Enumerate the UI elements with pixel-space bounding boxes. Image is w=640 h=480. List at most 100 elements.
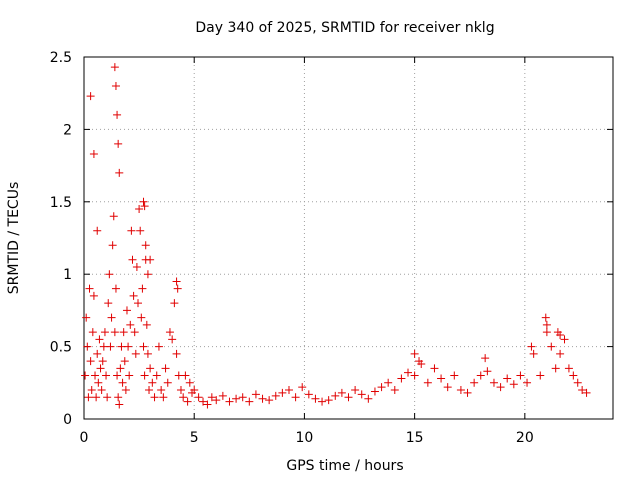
data-point: [165, 328, 174, 337]
data-point: [89, 291, 98, 300]
data-point: [142, 320, 151, 329]
data-point: [351, 386, 360, 395]
data-point: [456, 386, 465, 395]
data-point: [154, 342, 163, 351]
data-point: [114, 139, 123, 148]
data-point: [225, 397, 234, 406]
data-point: [100, 328, 109, 337]
data-point: [542, 320, 551, 329]
data-point: [370, 387, 379, 396]
data-point: [516, 371, 525, 380]
data-point: [170, 299, 179, 308]
data-point: [397, 374, 406, 383]
x-axis-ticks: 0 5 10 15 20: [80, 57, 534, 446]
data-point: [176, 386, 185, 395]
data-point: [82, 313, 91, 322]
data-point: [212, 396, 221, 405]
data-point: [489, 378, 498, 387]
data-point: [364, 394, 373, 403]
data-point: [278, 388, 287, 397]
data-point: [119, 328, 128, 337]
data-point: [95, 335, 104, 344]
data-point: [143, 270, 152, 279]
data-point: [111, 81, 120, 90]
y-tick-label: 2: [63, 122, 72, 138]
data-point: [168, 335, 177, 344]
data-point: [404, 368, 413, 377]
data-point: [291, 393, 300, 402]
data-point: [114, 393, 123, 402]
data-point: [83, 342, 92, 351]
data-point: [102, 371, 111, 380]
data-point: [181, 371, 190, 380]
data-point: [529, 349, 538, 358]
data-point: [284, 386, 293, 395]
data-point: [96, 364, 105, 373]
data-point: [122, 306, 131, 315]
data-point: [132, 262, 141, 271]
data-point: [93, 226, 102, 235]
data-point: [503, 374, 512, 383]
data-point: [139, 197, 148, 206]
data-point: [120, 357, 129, 366]
data-point: [126, 320, 135, 329]
y-axis-ticks: 0 0.5 1 1.5 2 2.5: [50, 50, 613, 428]
data-point: [89, 150, 98, 159]
data-point: [131, 349, 140, 358]
data-point: [423, 378, 432, 387]
data-point: [88, 328, 97, 337]
data-point: [582, 388, 591, 397]
data-point: [476, 371, 485, 380]
x-tick-label: 0: [80, 430, 89, 446]
y-tick-label: 0: [63, 412, 72, 428]
data-point: [93, 349, 102, 358]
x-axis-label: GPS time / hours: [286, 458, 403, 474]
data-point: [157, 386, 166, 395]
data-point: [150, 393, 159, 402]
data-point: [410, 371, 419, 380]
data-point: [81, 371, 90, 380]
y-tick-label: 2.5: [50, 50, 72, 66]
data-point: [450, 371, 459, 380]
data-point: [377, 383, 386, 392]
data-point: [218, 391, 227, 400]
data-point: [199, 397, 208, 406]
data-point: [509, 380, 518, 389]
data-point: [110, 328, 119, 337]
data-point: [547, 342, 556, 351]
data-point: [523, 378, 532, 387]
data-point: [410, 349, 419, 358]
data-point: [125, 371, 134, 380]
data-point: [430, 364, 439, 373]
data-point: [232, 394, 241, 403]
data-point: [121, 386, 130, 395]
data-point: [390, 386, 399, 395]
data-point: [152, 371, 161, 380]
data-point: [331, 391, 340, 400]
data-point: [145, 386, 154, 395]
data-point: [443, 383, 452, 392]
data-point: [337, 388, 346, 397]
data-point: [92, 393, 101, 402]
data-point: [106, 342, 115, 351]
x-tick-label: 15: [406, 430, 424, 446]
data-point: [129, 291, 138, 300]
data-point: [271, 391, 280, 400]
data-point: [109, 212, 118, 221]
data-point: [86, 357, 95, 366]
data-point: [481, 354, 490, 363]
data-point: [94, 378, 103, 387]
data-point: [98, 357, 107, 366]
data-point: [148, 378, 157, 387]
data-point: [130, 328, 139, 337]
data-point: [245, 397, 254, 406]
data-point: [556, 349, 565, 358]
plot-frame: [83, 56, 614, 420]
data-point: [357, 390, 366, 399]
data-point: [573, 378, 582, 387]
data-point: [143, 349, 152, 358]
data-point: [344, 393, 353, 402]
x-tick-label: 20: [516, 430, 534, 446]
data-point: [304, 390, 313, 399]
data-point: [483, 367, 492, 376]
